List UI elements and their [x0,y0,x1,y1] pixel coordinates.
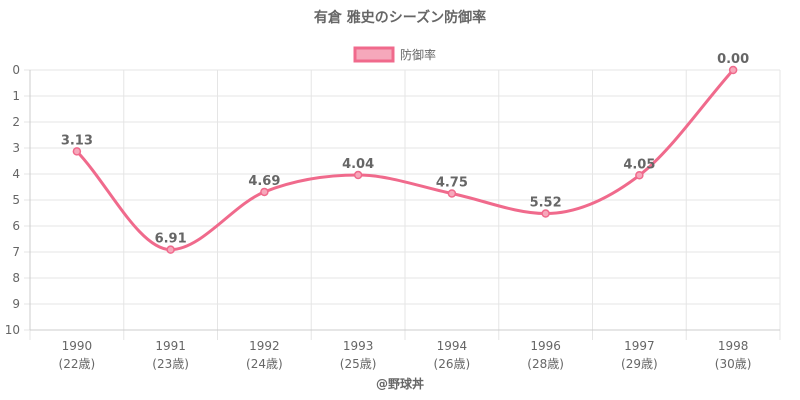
y-tick-label: 9 [12,297,20,311]
x-tick-label: 1993 [343,339,374,353]
y-tick-label: 5 [12,193,20,207]
y-tick-label: 6 [12,219,20,233]
chart-title: 有倉 雅史のシーズン防御率 [314,9,486,26]
x-tick-sublabel: (24歳) [246,357,283,371]
y-tick-label: 0 [12,63,20,77]
legend-label: 防御率 [400,47,436,62]
x-tick-sublabel: (25歳) [340,357,377,371]
data-label: 4.05 [623,157,655,172]
x-tick-label: 1990 [62,339,93,353]
grid [24,69,781,340]
y-tick-label: 7 [12,245,20,259]
x-tick-sublabel: (30歳) [715,357,752,371]
y-tick-label: 4 [12,167,20,181]
data-label: 6.91 [155,232,187,247]
x-tick-label: 1996 [530,339,561,353]
x-tick-label: 1994 [437,339,468,353]
data-point[interactable] [353,170,363,180]
data-label: 4.75 [436,176,468,191]
data-points [72,65,738,254]
x-tick-label: 1997 [624,339,655,353]
data-point[interactable] [260,187,269,197]
x-tick-sublabel: (28歳) [527,357,564,371]
x-axis-ticks: 1990 (22歳) 1991 (23歳) 1992 (24歳) 1993 (25歳) 1994… [59,339,752,371]
data-point[interactable] [728,65,738,75]
x-tick-label: 1992 [249,339,280,353]
data-labels: 3.13 6.91 4.69 4.04 4.75 5.52 4.05 0.00 [61,52,749,247]
y-axis-ticks: 0 1 2 3 4 5 6 7 8 9 10 [5,63,20,337]
y-tick-label: 2 [12,115,20,129]
x-tick-sublabel: (29歳) [621,357,658,371]
y-tick-label: 3 [12,141,20,155]
x-tick-sublabel: (22歳) [59,357,96,371]
data-label: 3.13 [61,133,93,148]
y-tick-label: 8 [12,271,20,285]
x-tick-sublabel: (23歳) [152,357,189,371]
data-point[interactable] [447,189,457,198]
y-tick-label: 1 [12,89,20,103]
data-point[interactable] [635,171,644,180]
data-label: 4.04 [342,157,374,172]
y-tick-label: 10 [5,323,20,337]
footer-credit: @野球丼 [376,376,424,391]
data-point[interactable] [541,209,550,218]
data-point[interactable] [166,245,175,254]
legend[interactable]: 防御率 [353,46,436,63]
x-tick-label: 1998 [718,339,749,353]
data-label: 4.69 [248,174,280,189]
x-tick-label: 1991 [155,339,186,353]
data-label: 5.52 [530,196,562,211]
data-label: 0.00 [717,52,749,67]
data-point[interactable] [72,147,82,156]
legend-swatch [353,46,395,63]
x-tick-sublabel: (26歳) [434,357,471,371]
